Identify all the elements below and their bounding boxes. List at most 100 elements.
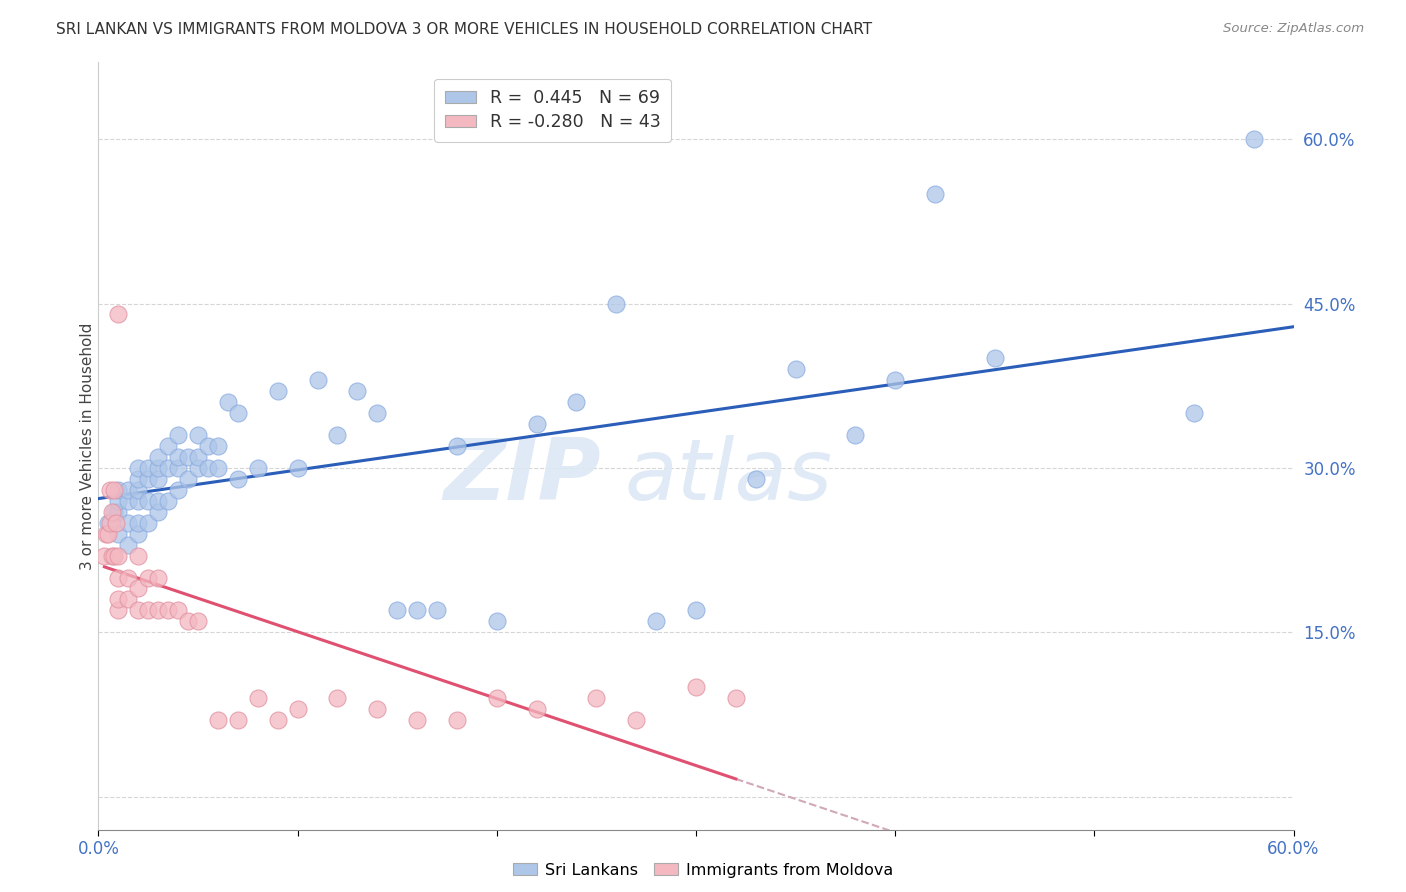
- Point: [148, 603, 170, 617]
- Point: [406, 603, 429, 617]
- Point: [326, 428, 349, 442]
- Point: [167, 450, 190, 464]
- Point: [267, 713, 290, 727]
- Point: [645, 615, 668, 629]
- Point: [98, 516, 122, 530]
- Point: [984, 351, 1007, 366]
- Point: [148, 505, 170, 519]
- Point: [287, 461, 309, 475]
- Point: [526, 702, 548, 716]
- Point: [127, 483, 149, 497]
- Point: [226, 713, 249, 727]
- Point: [167, 461, 190, 475]
- Point: [107, 493, 129, 508]
- Point: [148, 570, 170, 584]
- Point: [187, 450, 209, 464]
- Point: [605, 296, 627, 310]
- Point: [167, 603, 190, 617]
- Point: [103, 549, 125, 563]
- Point: [136, 570, 159, 584]
- Point: [844, 428, 866, 442]
- Point: [226, 472, 249, 486]
- Point: [97, 516, 120, 530]
- Point: [307, 373, 329, 387]
- Point: [98, 483, 122, 497]
- Point: [326, 691, 349, 706]
- Y-axis label: 3 or more Vehicles in Household: 3 or more Vehicles in Household: [80, 322, 94, 570]
- Point: [346, 384, 368, 399]
- Text: atlas: atlas: [624, 435, 832, 518]
- Point: [148, 493, 170, 508]
- Point: [127, 526, 149, 541]
- Point: [585, 691, 607, 706]
- Point: [127, 472, 149, 486]
- Point: [187, 461, 209, 475]
- Point: [117, 516, 139, 530]
- Point: [103, 505, 125, 519]
- Point: [103, 483, 125, 497]
- Point: [107, 526, 129, 541]
- Point: [107, 570, 129, 584]
- Point: [526, 417, 548, 431]
- Point: [127, 493, 149, 508]
- Point: [197, 461, 219, 475]
- Point: [101, 505, 124, 519]
- Point: [136, 603, 159, 617]
- Point: [157, 493, 180, 508]
- Point: [177, 615, 200, 629]
- Point: [117, 570, 139, 584]
- Point: [685, 603, 707, 617]
- Point: [136, 461, 159, 475]
- Point: [148, 472, 170, 486]
- Point: [626, 713, 648, 727]
- Point: [167, 483, 190, 497]
- Legend: Sri Lankans, Immigrants from Moldova: Sri Lankans, Immigrants from Moldova: [506, 856, 900, 884]
- Text: SRI LANKAN VS IMMIGRANTS FROM MOLDOVA 3 OR MORE VEHICLES IN HOUSEHOLD CORRELATIO: SRI LANKAN VS IMMIGRANTS FROM MOLDOVA 3 …: [56, 22, 872, 37]
- Point: [884, 373, 907, 387]
- Point: [157, 603, 180, 617]
- Point: [246, 461, 269, 475]
- Point: [127, 516, 149, 530]
- Point: [117, 592, 139, 607]
- Point: [107, 603, 129, 617]
- Text: ZIP: ZIP: [443, 435, 600, 518]
- Point: [207, 461, 229, 475]
- Point: [187, 615, 209, 629]
- Point: [406, 713, 429, 727]
- Point: [136, 472, 159, 486]
- Point: [101, 549, 124, 563]
- Point: [207, 713, 229, 727]
- Point: [426, 603, 449, 617]
- Point: [127, 582, 149, 596]
- Point: [366, 406, 388, 420]
- Legend: R =  0.445   N = 69, R = -0.280   N = 43: R = 0.445 N = 69, R = -0.280 N = 43: [434, 78, 671, 142]
- Point: [217, 395, 239, 409]
- Point: [924, 186, 946, 201]
- Point: [127, 603, 149, 617]
- Point: [157, 439, 180, 453]
- Point: [117, 493, 139, 508]
- Point: [107, 505, 129, 519]
- Point: [685, 680, 707, 694]
- Point: [267, 384, 290, 399]
- Point: [127, 461, 149, 475]
- Point: [177, 472, 200, 486]
- Point: [148, 461, 170, 475]
- Point: [136, 516, 159, 530]
- Point: [366, 702, 388, 716]
- Point: [565, 395, 588, 409]
- Text: Source: ZipAtlas.com: Source: ZipAtlas.com: [1223, 22, 1364, 36]
- Point: [485, 615, 508, 629]
- Point: [446, 713, 468, 727]
- Point: [226, 406, 249, 420]
- Point: [107, 549, 129, 563]
- Point: [724, 691, 747, 706]
- Point: [93, 549, 115, 563]
- Point: [745, 472, 768, 486]
- Point: [136, 493, 159, 508]
- Point: [167, 428, 190, 442]
- Point: [197, 439, 219, 453]
- Point: [127, 549, 149, 563]
- Point: [246, 691, 269, 706]
- Point: [446, 439, 468, 453]
